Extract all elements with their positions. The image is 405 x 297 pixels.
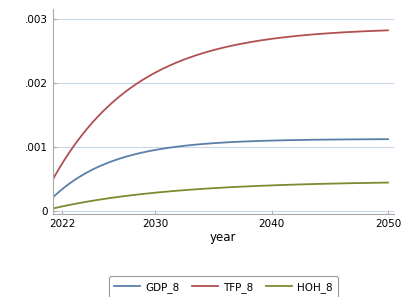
HOH_8 xyxy=(377,181,382,184)
X-axis label: year: year xyxy=(209,231,236,244)
GDP_8 xyxy=(248,139,253,143)
TFP_8 xyxy=(210,48,215,52)
TFP_8 xyxy=(385,29,390,32)
HOH_8 xyxy=(208,187,213,190)
GDP_8 xyxy=(385,138,390,141)
HOH_8 xyxy=(248,184,253,188)
TFP_8 xyxy=(324,31,329,35)
Legend: GDP_8, TFP_8, HOH_8: GDP_8, TFP_8, HOH_8 xyxy=(109,277,337,297)
GDP_8 xyxy=(377,138,382,141)
Line: HOH_8: HOH_8 xyxy=(50,183,387,209)
TFP_8 xyxy=(377,29,382,32)
TFP_8 xyxy=(208,49,213,53)
GDP_8 xyxy=(324,138,329,141)
Line: GDP_8: GDP_8 xyxy=(50,139,387,200)
TFP_8 xyxy=(230,44,235,47)
HOH_8 xyxy=(385,181,390,184)
TFP_8 xyxy=(248,40,253,44)
GDP_8 xyxy=(208,142,213,145)
GDP_8 xyxy=(48,198,53,202)
GDP_8 xyxy=(210,141,215,145)
HOH_8 xyxy=(48,207,53,211)
TFP_8 xyxy=(48,182,53,186)
HOH_8 xyxy=(324,182,329,186)
HOH_8 xyxy=(210,187,215,190)
Line: TFP_8: TFP_8 xyxy=(50,30,387,184)
HOH_8 xyxy=(230,185,235,189)
GDP_8 xyxy=(230,140,235,144)
